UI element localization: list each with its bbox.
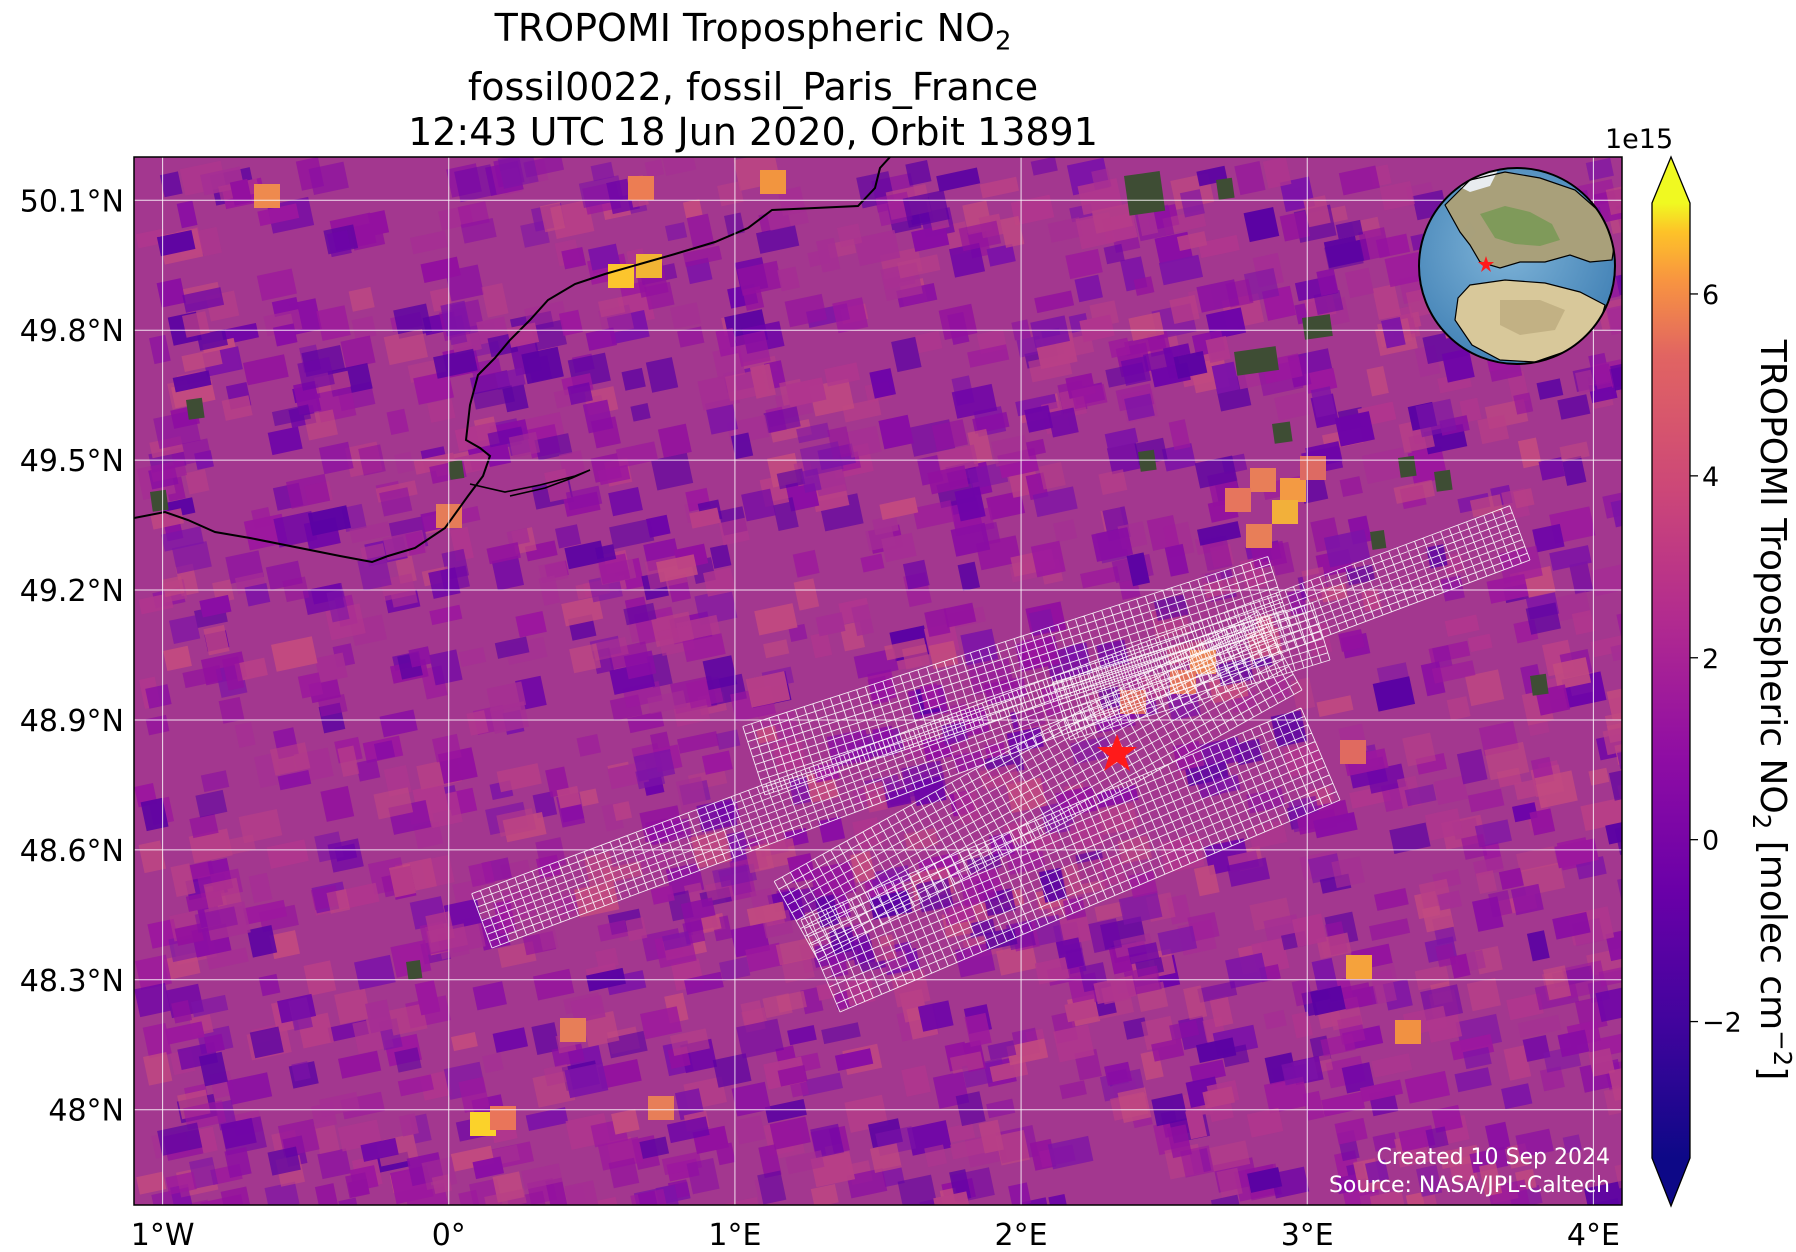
colorbar: −2 0 2 4 6	[1651, 155, 1742, 1208]
lon-tick-label: 1°E	[708, 1218, 761, 1252]
gridlines	[134, 157, 1622, 1205]
lat-tick-label: 48.3°N	[20, 964, 124, 999]
credit-created: Created 10 Sep 2024	[1377, 1145, 1611, 1170]
lat-tick-label: 48°N	[48, 1094, 124, 1129]
colorbar-gradient	[1652, 203, 1690, 1158]
lon-tick-label: 0°	[432, 1218, 466, 1252]
lat-tick-label: 49.8°N	[20, 314, 124, 349]
lon-tick-label: 3°E	[1281, 1218, 1334, 1252]
lat-tick-label: 50.1°N	[20, 184, 124, 219]
target-star-marker	[1097, 734, 1137, 771]
lon-tick-labels: 1°W 0° 1°E 2°E 3°E 4°E	[131, 1218, 1620, 1252]
colorbar-tick-label: −2	[1702, 1008, 1742, 1039]
title-line-1: TROPOMI Tropospheric NO2	[494, 6, 1012, 57]
colorbar-tick-label: 6	[1702, 280, 1719, 311]
lon-tick-label: 2°E	[995, 1218, 1048, 1252]
lat-tick-label: 49.2°N	[20, 574, 124, 609]
imagery-tiles	[150, 170, 1549, 980]
colorbar-ticks: −2 0 2 4 6	[1690, 280, 1742, 1039]
colorbar-tick-label: 0	[1702, 826, 1719, 857]
map-frame	[133, 156, 1623, 1206]
title-line-3: 12:43 UTC 18 Jun 2020, Orbit 13891	[408, 109, 1098, 154]
coastline	[134, 157, 891, 564]
credit-source: Source: NASA/JPL-Caltech	[1329, 1173, 1610, 1198]
coastline-estuary	[469, 469, 591, 497]
colorbar-tick-label: 2	[1702, 644, 1719, 675]
colorbar-extend-min	[1652, 1158, 1690, 1206]
inset-target-marker	[1478, 256, 1494, 272]
lat-tick-label: 49.5°N	[20, 444, 124, 479]
no2-pixel-layer	[134, 157, 1622, 1205]
inset-globe	[1418, 167, 1616, 365]
title-block: TROPOMI Tropospheric NO2 fossil0022, fos…	[0, 6, 1506, 155]
colorbar-extend-max	[1652, 157, 1690, 203]
colorbar-label: TROPOMI Tropospheric NO2 [molec cm−2]	[1746, 339, 1796, 1081]
lon-tick-label: 1°W	[131, 1218, 195, 1252]
lat-tick-label: 48.6°N	[20, 834, 124, 869]
lat-tick-label: 48.9°N	[20, 704, 124, 739]
oco3-footprints	[471, 505, 1531, 1013]
title-line-2: fossil0022, fossil_Paris_France	[467, 64, 1039, 109]
colorbar-exponent: 1e15	[1605, 124, 1674, 155]
colorbar-tick-label: 4	[1702, 462, 1719, 493]
lon-tick-label: 4°E	[1567, 1218, 1620, 1252]
lat-tick-labels: 50.1°N 49.8°N 49.5°N 49.2°N 48.9°N 48.6°N 48.3…	[20, 184, 124, 1128]
